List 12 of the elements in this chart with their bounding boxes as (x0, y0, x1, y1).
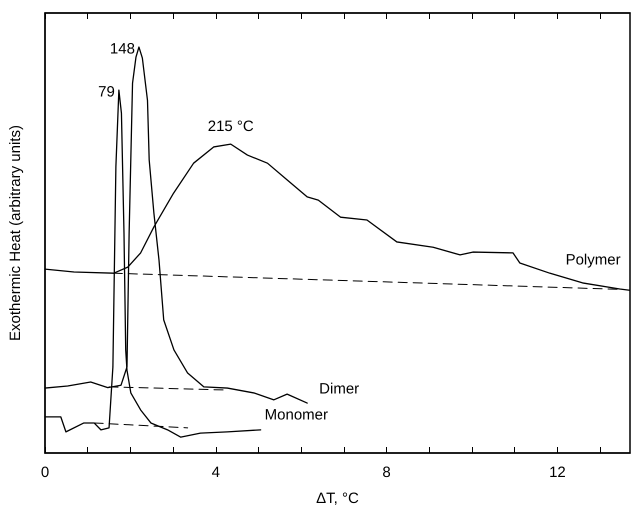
annotation: 79 (98, 84, 115, 101)
series-label: Polymer (566, 252, 621, 269)
annotation: 148 (110, 40, 135, 58)
annotation: 215 °C (208, 118, 254, 136)
x-tick-label: 12 (549, 464, 566, 481)
x-tick-label: 4 (212, 464, 220, 481)
series-label: Dimer (319, 380, 360, 398)
series-label: Monomer (264, 406, 328, 424)
x-axis-title: ΔT, °C (316, 490, 360, 507)
y-axis-title: Exothermic Heat (arbitrary units) (7, 125, 24, 341)
x-tick-label: 0 (40, 464, 50, 481)
x-tick-label: 8 (382, 464, 391, 481)
